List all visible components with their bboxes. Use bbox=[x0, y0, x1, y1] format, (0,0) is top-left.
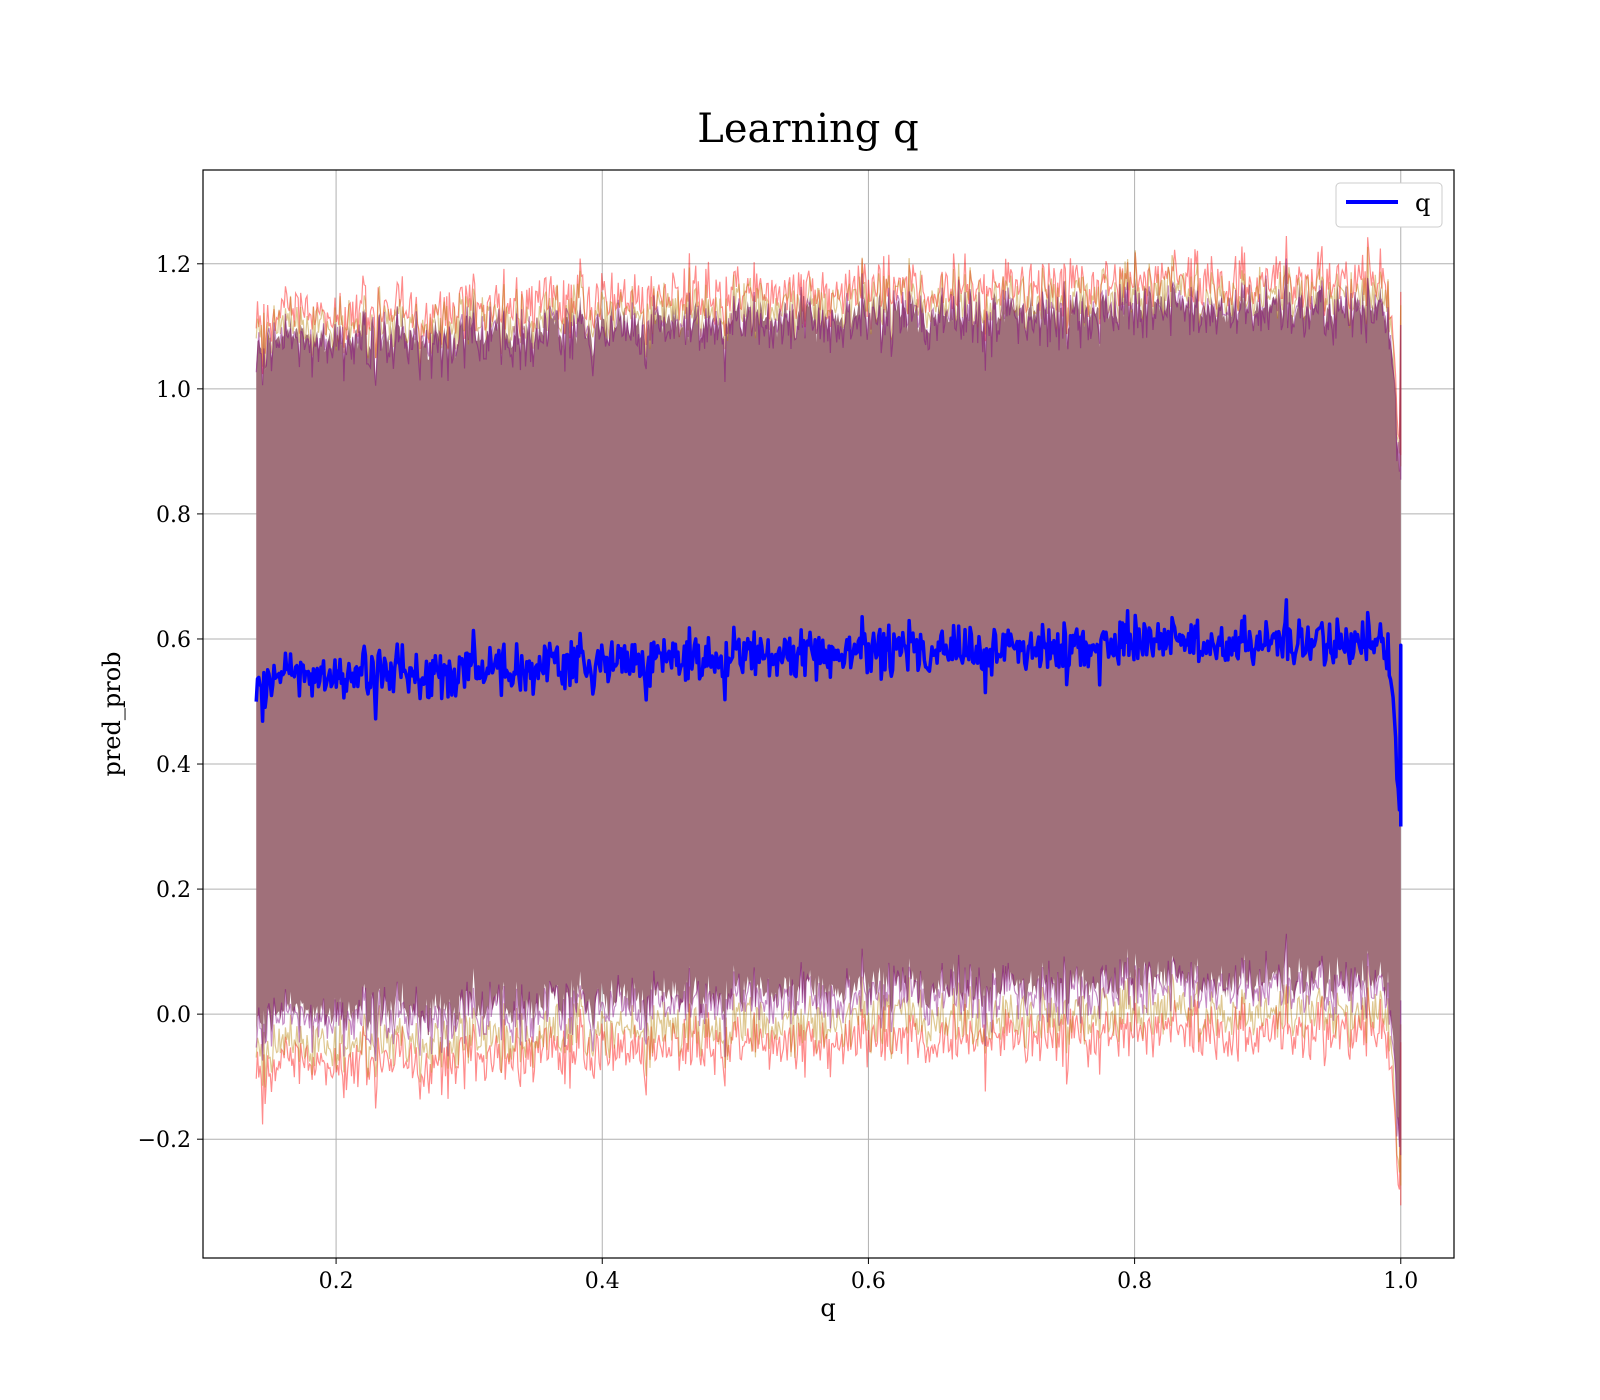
y-tick-label: 1.0 bbox=[156, 378, 191, 403]
confidence-bands bbox=[255, 236, 1402, 1206]
band-fill bbox=[256, 262, 1401, 1165]
band-upper-middle bbox=[255, 246, 1402, 467]
y-tick-label: 0.2 bbox=[156, 878, 191, 903]
plot-frame bbox=[202, 169, 1455, 1259]
legend-box bbox=[1335, 182, 1443, 228]
x-tick-label: 0.2 bbox=[319, 1269, 354, 1294]
band-upper-inner bbox=[255, 258, 1402, 480]
y-tick-label: 0.0 bbox=[156, 1003, 191, 1028]
band-lower-middle bbox=[255, 965, 1402, 1186]
band-upper-outer bbox=[255, 236, 1402, 456]
band-lower-inner bbox=[255, 933, 1402, 1156]
chart-title: Learning q bbox=[697, 106, 918, 152]
x-axis-label: q bbox=[820, 1294, 835, 1322]
x-tick-label: 1.0 bbox=[1383, 1269, 1418, 1294]
y-tick-label: 0.8 bbox=[156, 503, 191, 528]
y-tick-label: −0.2 bbox=[138, 1128, 191, 1153]
series-lines bbox=[254, 598, 1403, 827]
axis-ticks: 0.2 0.4 0.6 0.8 1.0 −0.2 0.0 0.2 0.4 0.6 0.8 1.0 1.2 bbox=[138, 253, 1419, 1294]
y-tick-label: 0.6 bbox=[156, 628, 191, 653]
y-tick-label: 0.4 bbox=[156, 753, 191, 778]
x-tick-label: 0.6 bbox=[851, 1269, 886, 1294]
x-tick-label: 0.8 bbox=[1117, 1269, 1152, 1294]
legend-label-q: q bbox=[1415, 189, 1430, 217]
y-tick-label: 1.2 bbox=[156, 253, 191, 278]
series-line-q bbox=[254, 598, 1403, 827]
band-lower-outer bbox=[255, 986, 1402, 1206]
y-axis-label: pred_prob bbox=[98, 651, 126, 776]
legend: q bbox=[1335, 182, 1443, 228]
x-tick-label: 0.4 bbox=[585, 1269, 620, 1294]
